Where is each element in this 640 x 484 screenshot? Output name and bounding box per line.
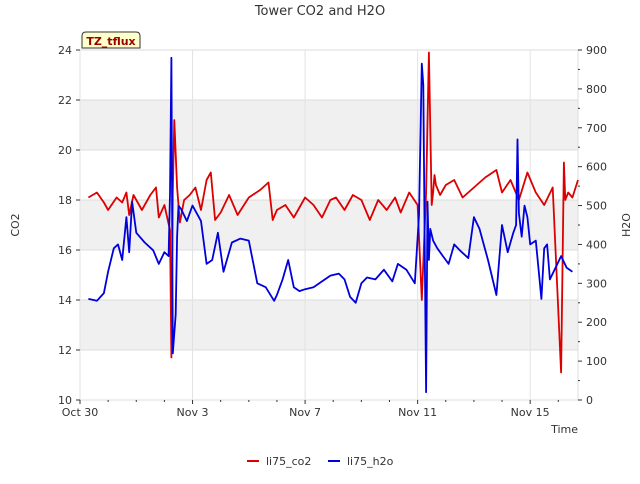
y-left-tick-label: 10: [58, 394, 72, 407]
y-right-tick-label: 900: [586, 44, 607, 57]
series-lines: [87, 51, 579, 394]
plot-bands: [80, 100, 578, 350]
x-tick-label: Oct 30: [62, 406, 99, 419]
grid-lines: [79, 49, 578, 401]
y-right-tick-label: 400: [586, 238, 607, 251]
x-axis-label: Time: [550, 423, 578, 436]
series-line-li75_co2: [87, 51, 579, 374]
y-right-tick-label: 600: [586, 161, 607, 174]
y-left-tick-label: 24: [58, 44, 72, 57]
y-axis-left-label: CO2: [9, 213, 22, 236]
axes: 10 12 14 16 18 20 22 24 0 100 200 300 400 500 600 700 80…: [58, 44, 607, 419]
y-left-tick-label: 12: [58, 344, 72, 357]
legend-item-co2: li75_co2: [247, 455, 311, 468]
y-right-tick-label: 500: [586, 200, 607, 213]
y-left-tick-label: 14: [58, 294, 72, 307]
legend-label-h2o: li75_h2o: [347, 455, 394, 468]
y-left-tick-label: 20: [58, 144, 72, 157]
y-right-tick-label: 800: [586, 83, 607, 96]
chart-title: Tower CO2 and H2O: [254, 4, 385, 19]
series-line-li75_h2o: [88, 56, 573, 394]
badge-box: [81, 31, 141, 49]
x-tick-label: Nov 11: [398, 406, 437, 419]
y-right-tick-label: 200: [586, 316, 607, 329]
y-right-tick-label: 0: [586, 394, 593, 407]
badge-label: TZ_tflux: [86, 35, 135, 48]
y-left-tick-label: 18: [58, 194, 72, 207]
y-left-tick-label: 16: [58, 244, 72, 257]
plot-band: [80, 100, 578, 150]
x-tick-label: Nov 15: [511, 406, 550, 419]
y-right-tick-label: 100: [586, 355, 607, 368]
x-tick-label: Nov 7: [289, 406, 321, 419]
badge: TZ_tflux: [81, 31, 141, 49]
y-left-tick-label: 22: [58, 94, 72, 107]
legend-label-co2: li75_co2: [266, 455, 311, 468]
plot-band: [80, 300, 578, 350]
legend: li75_co2 li75_h2o: [247, 455, 394, 468]
legend-item-h2o: li75_h2o: [328, 455, 394, 468]
y-axis-right-label: H2O: [620, 213, 633, 237]
y-right-tick-label: 700: [586, 122, 607, 135]
plot-band: [80, 200, 578, 250]
y-right-tick-label: 300: [586, 277, 607, 290]
x-tick-label: Nov 3: [177, 406, 209, 419]
